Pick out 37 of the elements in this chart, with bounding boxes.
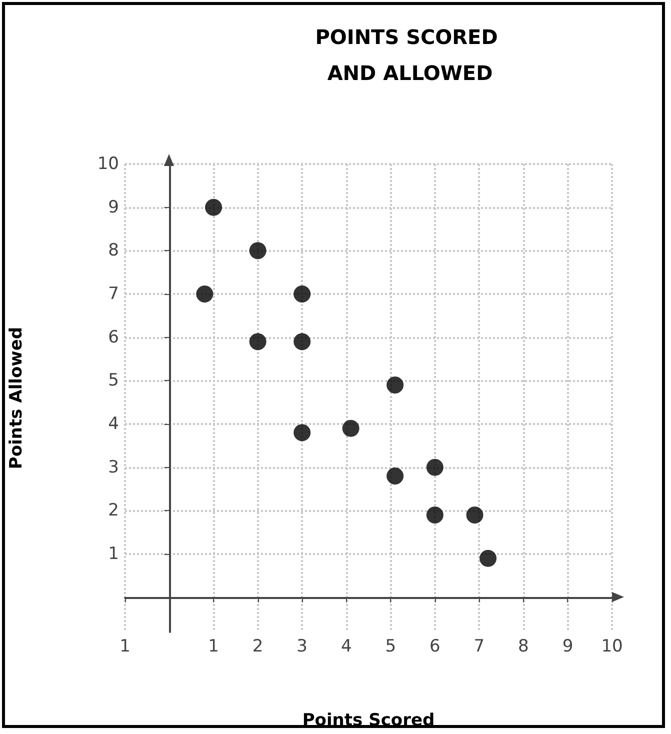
point [426,458,444,476]
point [249,333,266,350]
x-axis-title: Points Scored [302,710,435,730]
x-tick-label: 6 [429,636,440,656]
y-tick-label: 9 [108,197,119,218]
x-tick-label: 9 [562,636,574,656]
y-tick-label: 10 [97,154,119,174]
x-tick-label: 1 [208,636,219,656]
y-axis-title: Points Allowed [6,326,26,470]
y-tick-label: 8 [108,240,119,261]
y-tick-label: 5 [108,370,119,391]
point [294,286,311,302]
point [249,242,266,260]
y-tick-label: 1 [108,544,119,564]
point [466,506,484,524]
point [480,550,497,567]
point [386,468,404,484]
x-tick-label: 5 [385,636,396,656]
point [426,506,444,524]
point [205,198,222,216]
y-tick-label: 3 [108,457,119,478]
point [342,420,360,437]
y-tick-label: 7 [108,284,119,304]
chart-title: POINTS SCORED AND ALLOWED [315,25,505,85]
x-tick-label: 2 [252,636,264,656]
y-tick-label: 6 [108,327,119,348]
x-tick-label: 3 [296,636,308,656]
point [294,333,311,350]
y-tick-label: 2 [108,500,119,521]
point [294,424,311,442]
point [196,286,214,302]
x-tick-label: 10 [601,636,623,656]
x-tick-label: 8 [518,636,529,656]
y-tick-label: 4 [108,414,119,434]
point [386,376,404,394]
x-tick-label: 4 [340,636,352,656]
x-tick-label: 7 [474,636,485,656]
